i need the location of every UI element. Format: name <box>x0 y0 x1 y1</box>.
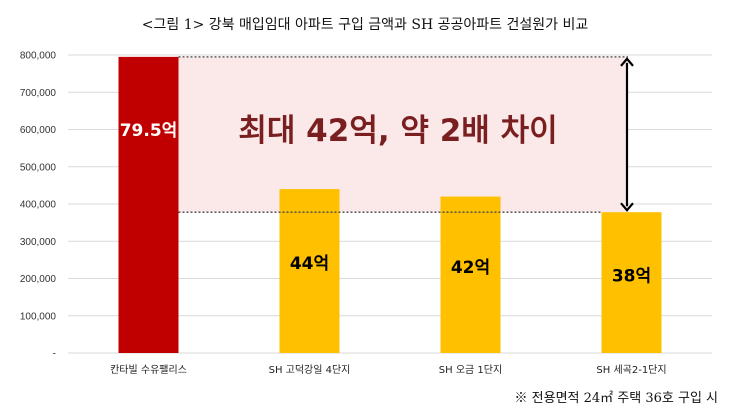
arrow-head-up <box>620 57 634 67</box>
data-label: 38억 <box>612 267 651 287</box>
bar <box>601 212 662 353</box>
chart-title: <그림 1> 강북 매입임대 아파트 구입 금액과 SH 공공아파트 건설원가 … <box>142 17 589 33</box>
x-axis-categories: 칸타빌 수유팰리스 SH 고덕강일 4단지 SH 오금 1단지 SH 세곡2-1단지 <box>110 364 666 376</box>
y-tick-label: 700,000 <box>20 88 57 99</box>
footnote: ※ 전용면적 24㎡ 주택 36호 구입 시 <box>515 391 718 406</box>
data-labels: 79.5억 44억 42억 38억 <box>120 121 651 287</box>
difference-band <box>178 56 628 213</box>
data-label: 79.5억 <box>120 121 178 141</box>
y-tick-label: 400,000 <box>20 200 57 211</box>
y-tick-label: 500,000 <box>20 162 57 173</box>
annotation <box>178 56 634 213</box>
category-label: SH 오금 1단지 <box>439 364 502 376</box>
category-label: 칸타빌 수유팰리스 <box>110 364 187 376</box>
category-label: SH 고덕강일 4단지 <box>269 364 351 376</box>
y-tick-label: 200,000 <box>20 274 57 285</box>
y-tick-label: 800,000 <box>20 51 57 62</box>
bars <box>118 56 662 354</box>
annotation-area <box>178 56 628 213</box>
bar <box>279 189 340 353</box>
category-label: SH 세곡2-1단지 <box>596 364 666 376</box>
y-axis-ticks: - 100,000 200,000 300,000 400,000 500,000 600,… <box>20 51 57 360</box>
y-tick-label: 300,000 <box>20 237 57 248</box>
arrow-head-down <box>620 202 634 212</box>
bar <box>118 56 179 354</box>
y-tick-label: 600,000 <box>20 125 57 136</box>
y-tick-label: - <box>53 349 56 360</box>
annotation-text: 최대 42억, 약 2배 차이 <box>238 113 557 149</box>
data-label: 42억 <box>451 258 490 278</box>
data-label: 44억 <box>290 254 329 274</box>
bar <box>440 196 501 353</box>
y-tick-label: 100,000 <box>20 311 57 322</box>
